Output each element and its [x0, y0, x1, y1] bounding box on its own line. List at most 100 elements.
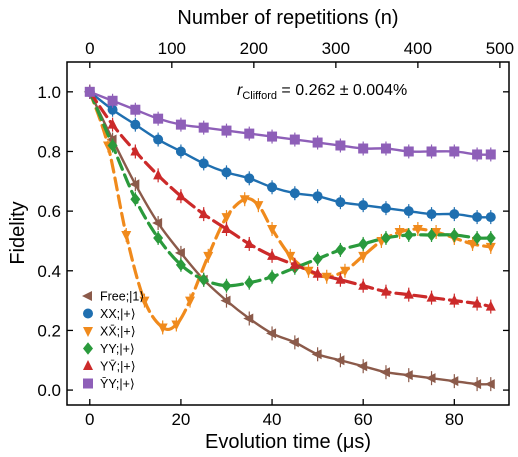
data-point-free	[357, 361, 368, 372]
top-x-tick-label: 200	[240, 39, 268, 58]
data-point-yy	[267, 270, 278, 283]
data-point-xx-bar	[303, 266, 314, 277]
data-point-xx-bar	[185, 296, 196, 307]
data-point-ybar-y	[84, 86, 95, 97]
data-point-xx-bar	[139, 296, 150, 307]
data-point-ybar-y	[335, 140, 346, 151]
data-point-yy	[380, 231, 391, 245]
data-point-xx-bar	[221, 213, 232, 224]
data-point-free	[243, 313, 254, 324]
data-point-ybar-y	[153, 113, 164, 124]
data-point-xx-bar	[239, 195, 250, 206]
data-point-xx	[358, 200, 369, 211]
data-point-yy	[221, 279, 232, 292]
data-point-yy	[485, 231, 496, 245]
data-point-yy	[449, 228, 460, 242]
data-point-ybar-y	[358, 143, 369, 154]
data-point-free	[174, 247, 185, 258]
legend-label: XX;|+⟩	[100, 307, 136, 321]
data-point-yy-bar	[198, 208, 209, 219]
top-x-tick-label: 500	[486, 39, 514, 58]
data-point-xx-bar	[171, 320, 182, 331]
legend: Free;|1⟩ XX;|+⟩ XX̄;|+⟩ YY;|+⟩ YȲ;|+⟩ ȲY;|+⟩	[82, 290, 144, 391]
data-point-yy	[312, 252, 323, 266]
data-point-xx	[175, 146, 186, 157]
data-point-xx	[335, 197, 346, 208]
data-point-ybar-y	[426, 146, 437, 157]
data-point-xx-bar	[267, 225, 278, 236]
axes-layer: 0 20 40 60 80 0 100 200 300 400 500 0.0 0.2 0.4 0.6 0.8…	[37, 39, 514, 429]
data-point-xx	[221, 167, 232, 178]
legend-marker	[83, 342, 93, 355]
x-tick-label: 0	[85, 410, 94, 429]
data-point-xx-bar	[121, 230, 132, 241]
clifford-rate-annotation: rClifford = 0.262 ± 0.004%	[237, 82, 407, 102]
data-point-xx-bar	[485, 242, 496, 253]
data-point-yy	[335, 243, 346, 257]
data-point-free	[379, 367, 390, 378]
plot-frame	[66, 61, 510, 406]
data-point-ybar-y	[198, 122, 209, 133]
x-axis-title: Evolution time (μs)	[205, 431, 371, 453]
data-point-xx	[426, 209, 437, 220]
data-point-xx	[380, 203, 391, 214]
data-point-xx	[153, 134, 164, 145]
data-point-xx-bar	[412, 225, 423, 236]
y-tick-label: 0.8	[37, 142, 61, 161]
top-x-tick-label: 100	[158, 39, 186, 58]
top-x-axis-title: Number of repetitions (n)	[177, 7, 398, 29]
legend-marker	[83, 327, 93, 337]
x-tick-label: 60	[354, 410, 373, 429]
data-point-ybar-y	[485, 149, 496, 160]
data-point-yy-bar	[289, 258, 300, 269]
data-point-yy-bar	[267, 249, 278, 260]
data-point-free	[152, 218, 163, 229]
data-point-free	[425, 373, 436, 384]
data-point-xx-bar	[157, 323, 168, 334]
legend-label: XX̄;|+⟩	[100, 325, 136, 339]
data-point-yy-bar	[403, 288, 414, 299]
data-point-xx-bar	[321, 272, 332, 283]
data-point-yy-bar	[472, 297, 483, 308]
data-point-ybar-y	[107, 95, 118, 106]
top-x-tick-label: 400	[404, 39, 432, 58]
legend-marker	[83, 308, 93, 319]
data-point-free	[484, 379, 495, 390]
data-point-free	[129, 179, 140, 190]
data-point-xx-bar	[285, 251, 296, 262]
y-tick-label: 0.4	[37, 262, 61, 281]
data-point-yy	[472, 231, 483, 245]
data-points-layer	[83, 84, 496, 392]
data-point-ybar-y	[449, 146, 460, 157]
data-point-yy-bar	[485, 300, 496, 311]
data-point-yy	[358, 237, 369, 251]
data-point-yy	[198, 273, 209, 286]
y-tick-label: 0.6	[37, 202, 61, 221]
legend-marker	[82, 291, 92, 301]
data-point-yy	[130, 192, 141, 206]
legend-label: YȲ;|+⟩	[100, 360, 136, 374]
legend-label: YY;|+⟩	[100, 342, 135, 356]
legend-marker	[83, 360, 93, 370]
data-point-ybar-y	[472, 149, 483, 160]
data-point-xx-bar	[394, 228, 405, 239]
data-point-ybar-y	[403, 146, 414, 157]
data-point-free	[448, 376, 459, 387]
data-point-yy	[153, 231, 164, 245]
x-tick-label: 80	[445, 410, 464, 429]
annotation-value: = 0.262 ± 0.004%	[277, 82, 407, 99]
data-point-free	[266, 328, 277, 339]
data-point-ybar-y	[221, 125, 232, 136]
data-point-xx	[130, 119, 141, 130]
data-point-ybar-y	[244, 128, 255, 139]
annotation-symbol: r	[237, 82, 243, 99]
data-point-xx	[267, 182, 278, 193]
data-point-xx-bar	[253, 201, 264, 212]
legend-item-yy: YY;|+⟩	[83, 342, 135, 356]
data-point-yy-bar	[244, 237, 255, 248]
data-point-xx	[289, 188, 300, 199]
data-point-xx	[449, 209, 460, 220]
data-point-ybar-y	[312, 137, 323, 148]
data-point-yy-bar	[221, 223, 232, 234]
